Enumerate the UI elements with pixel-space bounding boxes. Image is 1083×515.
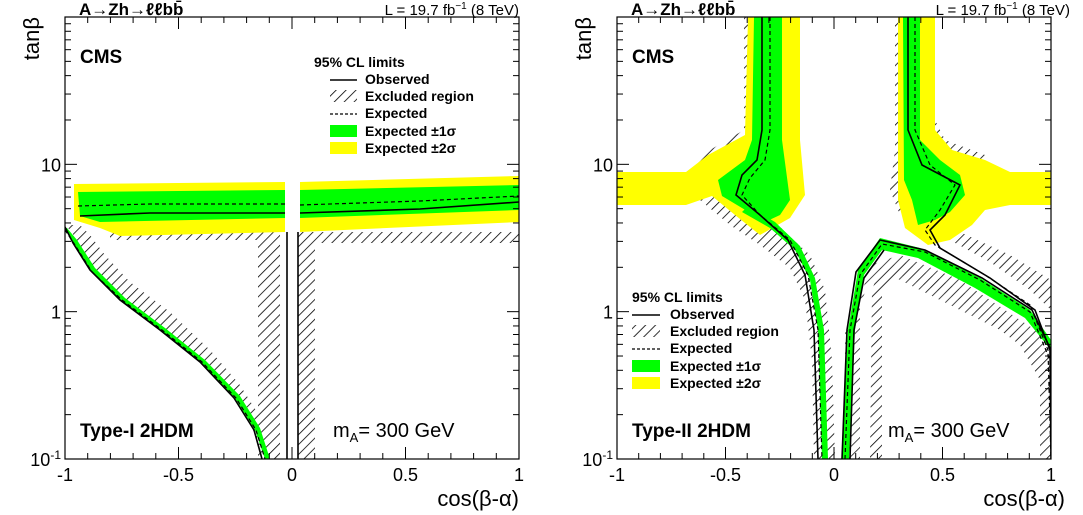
process-label-type1: A→Zh→ℓℓbb̄ xyxy=(79,0,183,19)
y-tick-label: 10 xyxy=(41,155,61,175)
legend-sigma2-swatch xyxy=(330,142,357,154)
expected-left-tongue xyxy=(741,17,823,459)
legend-title: 95% CL limits xyxy=(314,54,405,70)
x-tick-label: 1 xyxy=(514,465,524,485)
x-tick-label: -0.5 xyxy=(710,465,741,485)
lumi-label-type2: L = 19.7 fb−1 (8 TeV) xyxy=(936,1,1070,19)
process-label-type2: A→Zh→ℓℓbb̄ xyxy=(631,0,735,19)
plot-area-type2 xyxy=(617,17,1051,459)
mass-label-type1: mA= 300 GeV xyxy=(333,420,455,445)
legend-type2: 95% CL limits Observed Excluded region E… xyxy=(632,289,779,391)
legend-sigma1-label: Expected ±1σ xyxy=(365,123,457,139)
x-tick-label: 0 xyxy=(287,465,297,485)
expected-upper-right xyxy=(299,195,519,206)
legend-excluded-swatch xyxy=(330,90,357,102)
model-label-type2: Type-II 2HDM xyxy=(632,421,751,442)
x-axis-label-type1: cos(β-α) xyxy=(437,486,519,511)
x-tick-label: -1 xyxy=(609,465,625,485)
y-axis-label-type2: tanβ xyxy=(571,17,596,60)
y-tick-label: 1 xyxy=(51,303,61,323)
ticks-type2: -1 -0.5 0 0.5 1 10-1 1 10 xyxy=(582,17,1056,485)
excluded-region-lower-left-b xyxy=(110,232,280,459)
panel-type1: -1 -0.5 0 0.5 1 10-1 1 10 A→Zh→ℓℓbb̄ L = 19.7 f… xyxy=(19,0,524,511)
y-tick-label: 10 xyxy=(593,155,613,175)
panel-type2: -1 -0.5 0 0.5 1 10-1 1 10 A→Zh→ℓℓbb̄ L = 19.7 f… xyxy=(571,0,1070,511)
y-tick-label: 10-1 xyxy=(30,448,61,470)
observed-center-left xyxy=(849,249,885,459)
experiment-label-type1: CMS xyxy=(80,47,122,68)
legend-expected-label: Expected xyxy=(670,340,732,356)
legend-sigma2-swatch xyxy=(632,377,660,389)
model-label-type1: Type-I 2HDM xyxy=(80,421,194,442)
legend-type1: 95% CL limits Observed Excluded region E… xyxy=(314,54,474,156)
x-tick-label: -1 xyxy=(57,465,73,485)
legend-sigma1-swatch xyxy=(330,125,357,137)
legend-sigma1-label: Expected ±1σ xyxy=(670,358,762,374)
band-1sigma-upper-right xyxy=(300,185,519,218)
observed-upper-right xyxy=(299,201,519,214)
expected-upper-left xyxy=(77,203,285,207)
y-tick-label: 10-1 xyxy=(582,448,613,470)
y-axis-label-type1: tanβ xyxy=(19,17,44,60)
observed-left-tongue xyxy=(735,17,819,459)
experiment-label-type2: CMS xyxy=(632,47,674,68)
excluded-region-lower-left xyxy=(65,225,280,459)
excluded-region-right-box xyxy=(870,262,1051,459)
x-tick-label: -0.5 xyxy=(163,465,194,485)
excluded-region-left xyxy=(690,17,835,459)
legend-excluded-label: Excluded region xyxy=(670,323,779,339)
legend-sigma2-label: Expected ±2σ xyxy=(365,140,457,156)
ticks-type1: -1 -0.5 0 0.5 1 10-1 1 10 xyxy=(30,17,524,485)
excluded-region-left-vertical xyxy=(845,255,1051,459)
x-tick-label: 1 xyxy=(1046,465,1056,485)
x-axis-label-type2: cos(β-α) xyxy=(983,486,1065,511)
band-1sigma-left xyxy=(718,17,790,222)
band-center xyxy=(842,238,1051,459)
legend-title: 95% CL limits xyxy=(632,289,723,305)
observed-right-tongue xyxy=(907,17,1051,459)
observed-upper-left xyxy=(79,212,285,217)
x-tick-label: 0.5 xyxy=(393,465,418,485)
x-tick-label: 0 xyxy=(829,465,839,485)
plot-area-type1 xyxy=(65,176,519,459)
mass-label-type2: mA= 300 GeV xyxy=(888,420,1010,445)
legend-sigma1-swatch xyxy=(632,360,660,372)
legend-excluded-swatch xyxy=(632,325,660,337)
legend-excluded-label: Excluded region xyxy=(365,88,474,104)
lumi-label-type1: L = 19.7 fb−1 (8 TeV) xyxy=(385,1,519,19)
band-left-lower xyxy=(742,206,828,459)
x-tick-label: 0.5 xyxy=(930,465,955,485)
y-tick-label: 1 xyxy=(603,303,613,323)
legend-observed-label: Observed xyxy=(365,71,430,87)
band-1sigma-upper-left xyxy=(78,190,285,222)
legend-expected-label: Expected xyxy=(365,105,427,121)
observed-center xyxy=(841,239,1051,459)
plot-frame-type2 xyxy=(616,16,1052,460)
legend-sigma2-label: Expected ±2σ xyxy=(670,375,762,391)
legend-observed-label: Observed xyxy=(670,306,735,322)
band-1sigma-right xyxy=(903,17,965,225)
observed-lower-left xyxy=(65,226,263,459)
